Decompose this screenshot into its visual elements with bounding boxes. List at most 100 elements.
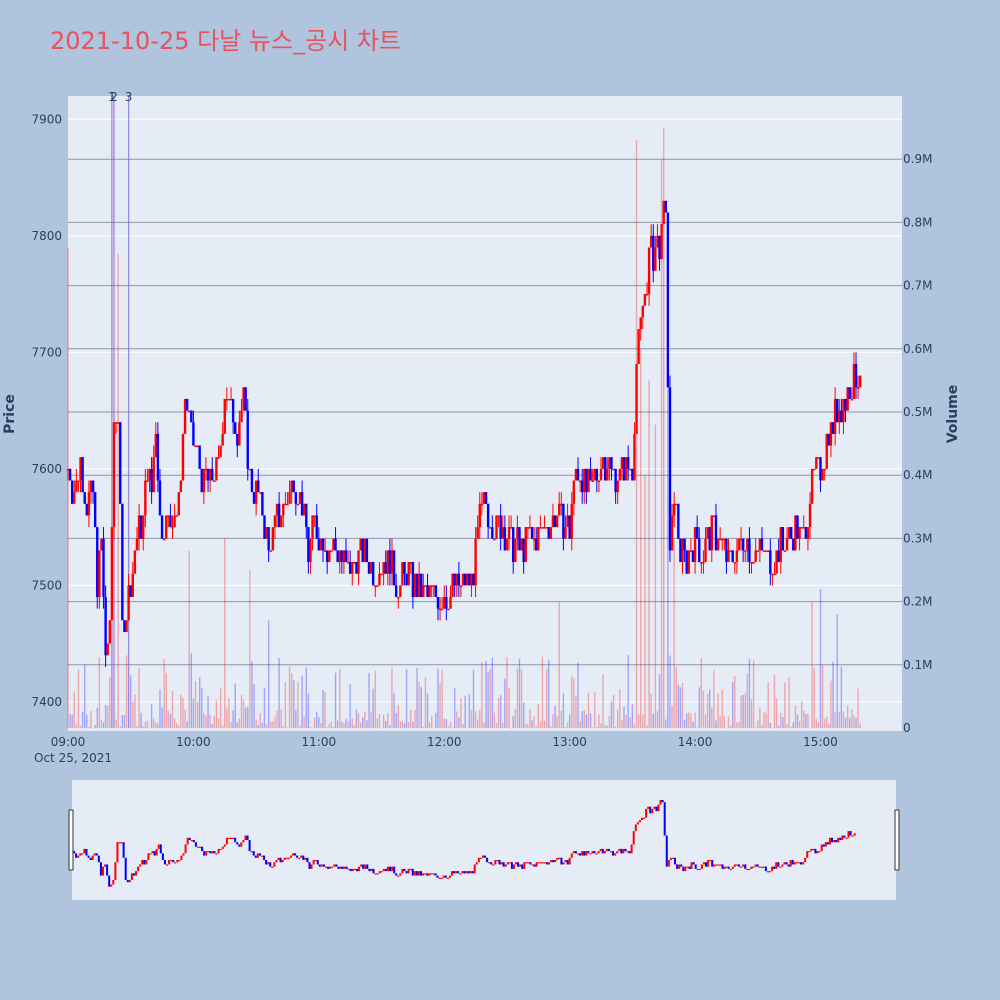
candle-body	[800, 527, 803, 529]
volume-bar	[169, 713, 172, 728]
slider-candle	[820, 844, 823, 852]
candle-body	[77, 480, 80, 482]
volume-bar	[303, 716, 305, 728]
volume-bar	[226, 708, 228, 728]
volume-bar	[472, 669, 475, 728]
candle-body	[403, 562, 406, 574]
candle-body	[162, 538, 166, 541]
slider-candle	[378, 871, 381, 874]
slider-candle	[351, 868, 354, 872]
candle-body	[100, 538, 103, 551]
volume-bar	[368, 672, 370, 728]
volume-bar	[623, 706, 625, 728]
candle-body	[292, 480, 295, 493]
range-slider-left-handle[interactable]	[68, 809, 74, 871]
volume-bar	[788, 677, 790, 728]
volume-bar	[224, 538, 226, 728]
candle-body	[380, 573, 383, 576]
candle-body	[407, 562, 410, 586]
slider-candle	[738, 864, 741, 867]
volume-bar	[336, 720, 339, 728]
candle-body	[461, 573, 465, 586]
slider-candle	[446, 877, 449, 879]
candle-body	[321, 538, 325, 551]
range-slider-right-handle[interactable]	[894, 809, 900, 871]
volume-bar	[173, 718, 176, 728]
slider-candle	[591, 851, 594, 854]
volume-bar	[322, 689, 324, 728]
candle-body	[246, 410, 249, 469]
slider-candle	[622, 848, 625, 854]
candle-body	[257, 480, 260, 493]
volume-bar	[832, 661, 834, 728]
candle-body	[217, 457, 220, 459]
volume-bar	[207, 696, 209, 728]
slider-candle	[525, 862, 528, 864]
slider-candle	[256, 853, 259, 858]
candle-body	[558, 503, 561, 516]
volume-bar	[734, 676, 736, 728]
volume-bar	[88, 726, 90, 728]
range-slider[interactable]	[68, 780, 900, 900]
volume-bar	[347, 721, 349, 728]
slider-candle	[306, 857, 309, 863]
candle-body	[545, 527, 548, 529]
volume-bar	[713, 670, 715, 728]
candle-body	[712, 515, 716, 517]
slider-candle	[558, 857, 561, 859]
candle-body	[351, 562, 354, 574]
candle-body	[652, 235, 655, 271]
candle-body	[263, 515, 266, 539]
candle-body	[649, 235, 653, 248]
slider-candle	[339, 866, 342, 869]
candle-body	[840, 410, 843, 423]
volume-bar	[631, 704, 634, 728]
candle-body	[568, 515, 571, 539]
candle-body	[622, 457, 626, 481]
volume-bar	[242, 699, 245, 728]
slider-candle	[432, 873, 435, 875]
slider-candle	[277, 857, 280, 860]
price-tick-label: 7500	[31, 578, 62, 592]
slider-candle	[120, 842, 123, 844]
candle-body	[449, 597, 452, 609]
candle-body	[75, 480, 78, 493]
candle-body	[773, 573, 776, 576]
time-tick-label: 10:00	[176, 735, 211, 749]
slider-candle	[833, 840, 836, 843]
volume-bar	[134, 694, 136, 728]
slider-candle	[128, 880, 131, 883]
volume-bar	[186, 721, 188, 728]
slider-candle	[368, 868, 371, 872]
range-slider-area[interactable]	[72, 780, 896, 900]
candle-body	[392, 550, 396, 586]
candle-body	[731, 550, 734, 563]
slider-candle	[795, 862, 798, 864]
volume-bar	[86, 715, 88, 728]
slider-candle	[250, 851, 253, 853]
candle-body	[781, 527, 785, 551]
slider-candle	[626, 851, 629, 853]
slider-candle	[170, 860, 173, 862]
volume-bar	[374, 670, 376, 728]
candle-body	[430, 585, 433, 587]
volume-bar	[297, 681, 299, 728]
candle-body	[332, 538, 335, 551]
slider-candle	[601, 848, 604, 854]
slider-candle	[607, 848, 610, 852]
slider-candle	[240, 842, 243, 847]
volume-tick-label: 0.8M	[903, 215, 932, 229]
slider-candle	[455, 871, 458, 874]
slider-candle	[843, 835, 846, 838]
volume-bar	[309, 726, 312, 728]
volume-bar	[366, 720, 368, 728]
slider-candle	[430, 873, 433, 875]
slider-candle	[192, 840, 195, 843]
slider-candle	[279, 857, 282, 863]
candle-body	[114, 422, 118, 424]
candle-body	[91, 480, 95, 493]
volume-bar	[69, 713, 71, 728]
slider-candle	[806, 851, 809, 858]
volume-bar	[842, 711, 845, 728]
candle-body	[769, 550, 772, 574]
